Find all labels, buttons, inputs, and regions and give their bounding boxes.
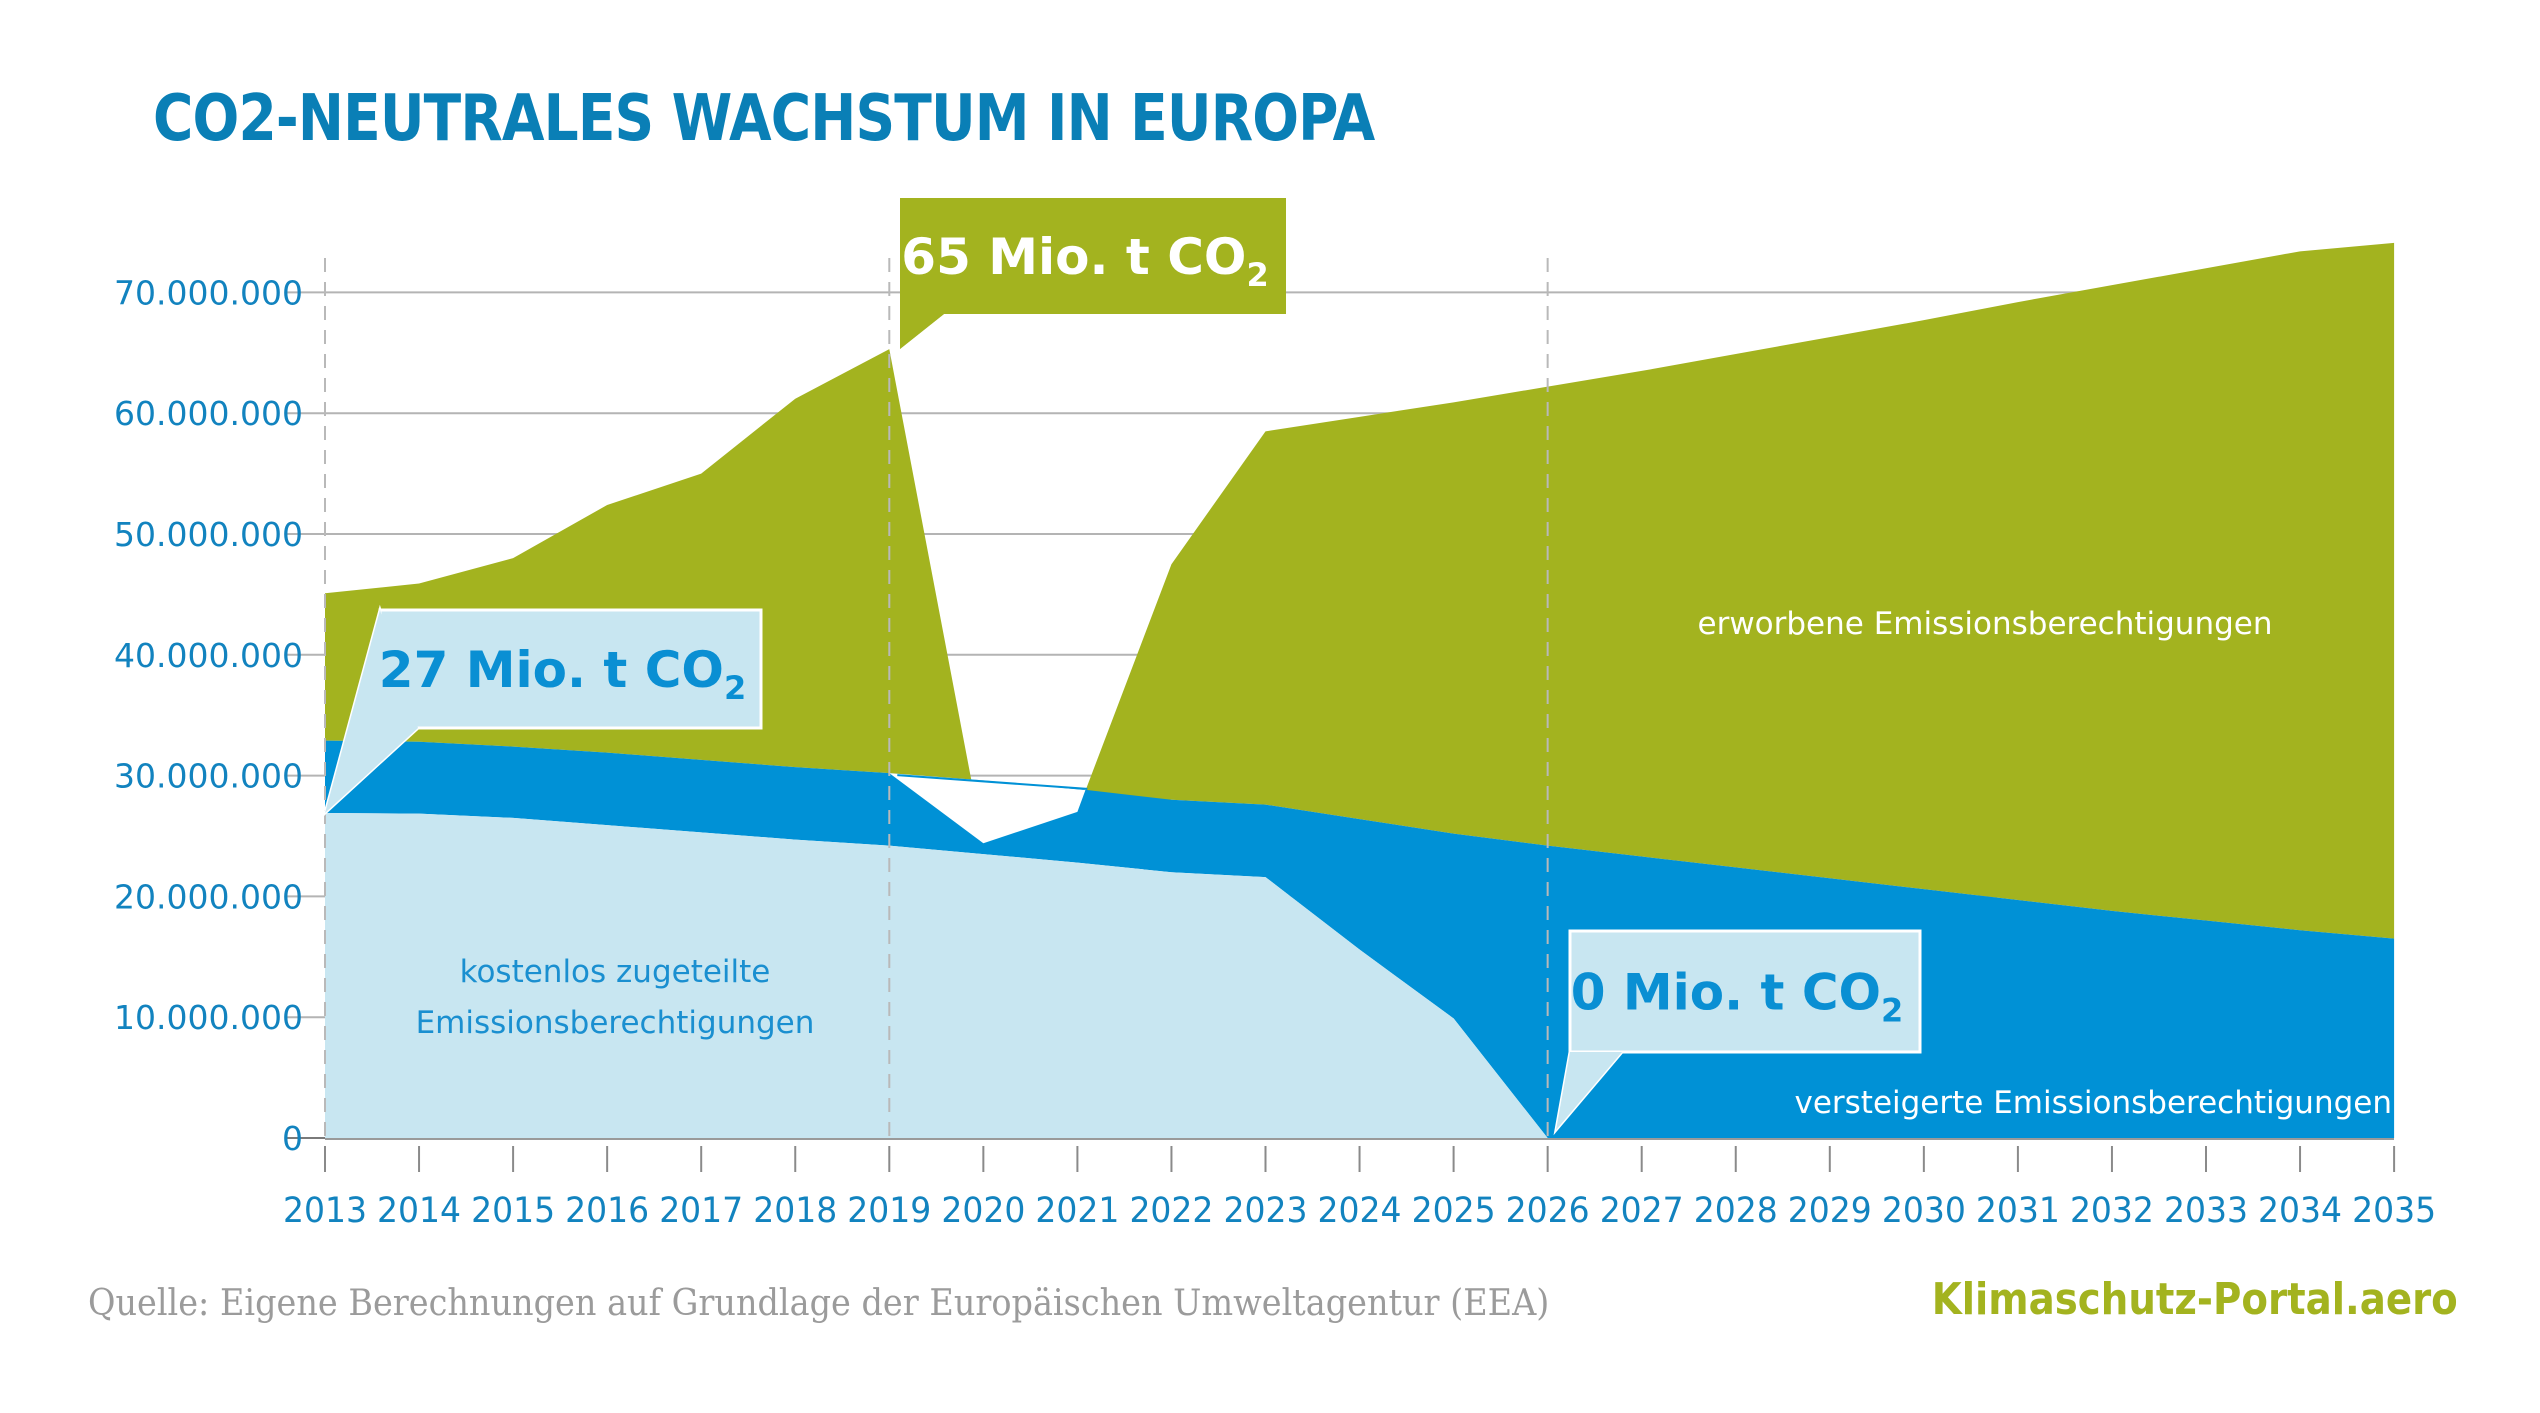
- y-tick-label: 10.000.000: [114, 998, 303, 1037]
- x-tick-label: 2029: [1788, 1191, 1872, 1231]
- x-tick-label: 2024: [1318, 1191, 1402, 1231]
- y-tick-label: 20.000.000: [114, 877, 303, 916]
- x-tick-label: 2028: [1694, 1191, 1778, 1231]
- x-tick-label: 2019: [847, 1191, 931, 1231]
- source-note: Quelle: Eigene Berechnungen auf Grundlag…: [88, 1283, 1550, 1324]
- y-tick-label: 60.000.000: [114, 394, 303, 433]
- x-tick-label: 2013: [283, 1191, 367, 1231]
- auctioned-trend-line: [897, 774, 1088, 790]
- x-tick-label: 2015: [471, 1191, 555, 1231]
- callout-text: 27 Mio. t CO2: [379, 641, 746, 707]
- x-tick-label: 2020: [941, 1191, 1025, 1231]
- x-tick-label: 2023: [1224, 1191, 1308, 1231]
- reference-lines: [324, 258, 1549, 1138]
- x-tick-label: 2034: [2258, 1191, 2342, 1231]
- y-tick-label: 30.000.000: [114, 757, 303, 796]
- area-gap: [889, 773, 1086, 844]
- x-tick-label: 2031: [1976, 1191, 2060, 1231]
- label-auctioned: versteigerte Emissionsberechtigungen: [1794, 1085, 2392, 1121]
- label-purchased: erworbene Emissionsberechtigungen: [1698, 606, 2273, 642]
- callout-2: 0 Mio. t CO2: [1553, 929, 1922, 1136]
- area-purchased: [325, 242, 2395, 939]
- x-tick-label: 2025: [1412, 1191, 1496, 1231]
- callout-box: [1568, 929, 1922, 1054]
- y-tick-label: 50.000.000: [114, 515, 303, 554]
- y-tick-label: 0: [282, 1119, 303, 1158]
- x-tick-label: 2014: [377, 1191, 461, 1231]
- x-tick-label: 2033: [2164, 1191, 2248, 1231]
- area-free: [325, 813, 2395, 1138]
- x-tick-label: 2017: [659, 1191, 743, 1231]
- label-free-line: Emissionsberechtigungen: [416, 1005, 815, 1041]
- axes: 0 10.000.000 20.000.000 30.000.000 40.000.00…: [114, 273, 2436, 1231]
- x-tick-label: 2018: [753, 1191, 837, 1231]
- x-tick-label: 2021: [1035, 1191, 1119, 1231]
- x-tick-label: 2022: [1129, 1191, 1213, 1231]
- callout-pointer-fill: [325, 610, 418, 813]
- callout-pointer-fill: [900, 314, 944, 349]
- y-tick-label: 40.000.000: [114, 636, 303, 675]
- callout-text: 0 Mio. t CO2: [1571, 964, 1904, 1030]
- x-tick-label: 2027: [1600, 1191, 1684, 1231]
- x-tick-label: 2026: [1506, 1191, 1590, 1231]
- callout-0: 27 Mio. t CO2: [322, 604, 763, 818]
- x-tick-label: 2035: [2352, 1191, 2436, 1231]
- x-tick-label: 2032: [2070, 1191, 2154, 1231]
- brand-logo-text[interactable]: Klimaschutz-Portal.aero: [1931, 1274, 2458, 1325]
- callout-text: 65 Mio. t CO2: [901, 228, 1268, 294]
- x-tick-label: 2016: [565, 1191, 649, 1231]
- label-free-line: kostenlos zugeteilte: [460, 954, 771, 990]
- area-labels: kostenlos zugeteilte Emissionsberechtigun…: [416, 606, 2392, 1121]
- x-tick-label: 2030: [1882, 1191, 1966, 1231]
- callouts: 27 Mio. t CO2 65 Mio. t CO2 0 Mio. t CO2: [322, 198, 1922, 1136]
- chart-title: CO2-NEUTRALES WACHSTUM IN EUROPA: [153, 82, 1375, 156]
- y-tick-label: 70.000.000: [114, 273, 303, 312]
- callout-pointer-fill: [1556, 1052, 1622, 1130]
- callout-1: 65 Mio. t CO2: [900, 198, 1286, 349]
- callout-box: [900, 198, 1286, 314]
